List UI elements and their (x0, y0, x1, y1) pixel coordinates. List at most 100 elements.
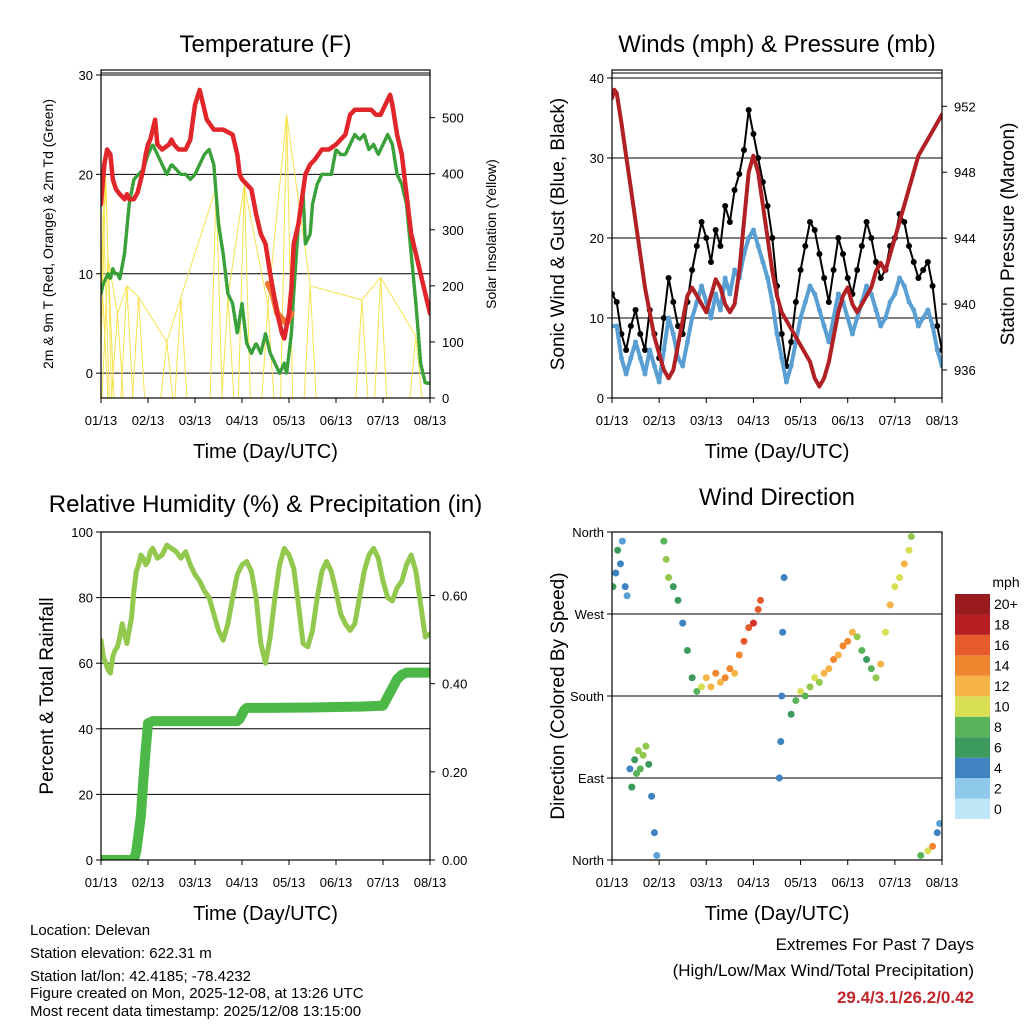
wind-direction-point (721, 674, 729, 682)
sonic-wind-point (882, 315, 888, 321)
wind-direction-point (662, 555, 670, 563)
y-tick-label: 20 (79, 167, 93, 182)
chart-panel-4: Wind Direction Time (Day/UTC) North East Sou… (548, 484, 1020, 925)
wind-direction-point (778, 692, 786, 700)
wind-direction-point (679, 619, 687, 627)
wind-direction-point (936, 820, 942, 828)
wind-direction-point (665, 574, 673, 582)
temp-2m-line (101, 87, 430, 341)
colorbar-swatch (955, 716, 990, 738)
sonic-wind-point (774, 331, 780, 337)
x-tick-label: 04/13 (226, 875, 259, 890)
sonic-wind-point (873, 307, 879, 313)
wind-direction-point (811, 674, 819, 682)
wind-direction-point (872, 674, 880, 682)
x-tick-label: 02/13 (132, 413, 165, 428)
wind-direction-point (716, 678, 724, 686)
colorbar-swatch (955, 696, 990, 717)
plot-frame (100, 531, 431, 861)
solar-spike (237, 184, 251, 398)
wind-direction-point (645, 760, 653, 768)
sonic-wind-point (623, 371, 629, 377)
y-tick-label: 10 (79, 267, 93, 282)
x-tick-label: 03/13 (179, 875, 212, 890)
relative-humidity-line (101, 542, 430, 676)
plot-frame (611, 69, 943, 399)
y-tick-label: 40 (590, 71, 604, 86)
wind-direction-point (863, 656, 871, 664)
created-text: Figure created on Mon, 2025-12-08, at 13… (30, 985, 364, 1002)
wind-direction-point (754, 605, 762, 613)
sonic-wind-point (656, 379, 662, 385)
wind-direction-point (900, 560, 908, 568)
solar-spike (101, 176, 113, 398)
x-axis-label: Time (Day/UTC) (705, 441, 850, 463)
y2-tick-label: 936 (954, 363, 976, 378)
sonic-wind-point (755, 243, 761, 249)
extremes-title: Extremes For Past 7 Days (775, 935, 974, 954)
x-tick-label: 07/13 (367, 413, 400, 428)
x-tick-label: 08/13 (414, 413, 447, 428)
plot-frame (100, 69, 431, 399)
wind-direction-point (749, 619, 757, 627)
y2-tick-label: 944 (954, 231, 976, 246)
colorbar-swatch (955, 655, 990, 676)
wind-direction-point (648, 792, 656, 800)
wind-direction-point (621, 583, 629, 591)
y-tick-label: West (575, 607, 605, 622)
wind-direction-point (806, 683, 814, 691)
y2-tick-label: 952 (954, 99, 976, 114)
sonic-wind-point (699, 283, 705, 289)
y-tick-label: 30 (79, 68, 93, 83)
wind-direction-point (896, 574, 904, 582)
sonic-wind-point (892, 291, 898, 297)
x-tick-label: 05/13 (784, 413, 817, 428)
chart-panel-1: Temperature (F)Time (Day/UTC)01020300100… (40, 31, 499, 463)
colorbar-label: 6 (994, 739, 1002, 755)
sonic-wind-point (845, 315, 851, 321)
sonic-wind-point (680, 363, 686, 369)
x-tick-label: 01/13 (596, 413, 629, 428)
y-tick-label: 20 (590, 231, 604, 246)
wind-direction-point (614, 546, 622, 554)
colorbar-label: 10 (994, 699, 1010, 715)
colorbar-swatch (955, 614, 990, 635)
sonic-wind-point (802, 299, 808, 305)
y-tick-label: 10 (590, 311, 604, 326)
colorbar-swatch (955, 757, 990, 779)
x-tick-label: 08/13 (926, 413, 959, 428)
sonic-wind-point (760, 259, 766, 265)
wind-direction-point (853, 633, 861, 641)
solar-spike (101, 257, 115, 398)
x-tick-label: 04/13 (226, 413, 259, 428)
x-tick-label: 05/13 (273, 875, 306, 890)
solar-spike (374, 277, 388, 398)
wind-direction-point (886, 601, 894, 609)
wind-direction-point (683, 646, 691, 654)
chart-title: Winds (mph) & Pressure (mb) (618, 31, 935, 58)
wind-direction-point (740, 637, 748, 645)
y-tick-label: 80 (79, 591, 93, 606)
wind-direction-point (815, 678, 823, 686)
wind-direction-point (688, 674, 696, 682)
wind-direction-point (702, 674, 710, 682)
solar-spike (110, 313, 124, 398)
y-axis-label: Percent & Total Rainfall (37, 597, 58, 794)
x-tick-label: 08/13 (414, 875, 447, 890)
x-axis-label: Time (Day/UTC) (193, 903, 338, 925)
sonic-wind-point (637, 355, 643, 361)
x-tick-label: 02/13 (643, 875, 676, 890)
wind-direction-point (839, 642, 847, 650)
y2-tick-label: 0.40 (442, 677, 467, 692)
sonic-wind-point (915, 323, 921, 329)
solar-spike (209, 187, 223, 398)
sonic-wind-point (821, 323, 827, 329)
wind-direction-point (674, 596, 682, 604)
y2-tick-label: 0.60 (442, 588, 467, 603)
y2-tick-label: 0.00 (442, 853, 467, 868)
solar-spike (101, 280, 109, 398)
x-tick-label: 05/13 (273, 413, 306, 428)
sonic-wind-point (717, 307, 723, 313)
wind-direction-point (858, 646, 866, 654)
x-tick-label: 04/13 (737, 875, 770, 890)
